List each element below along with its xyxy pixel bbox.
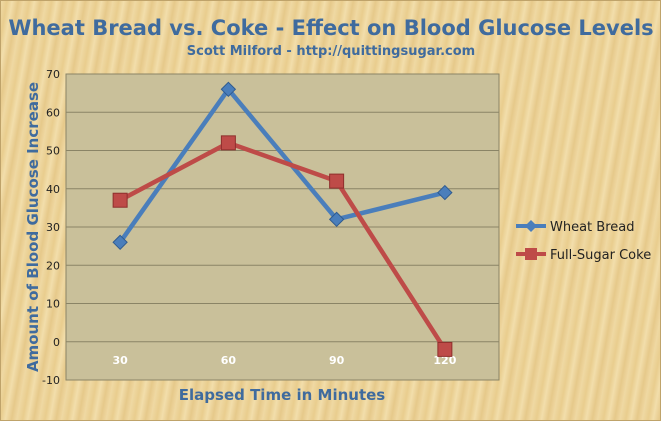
x-tick-label: 120 (433, 354, 456, 367)
data-point (112, 234, 128, 251)
chart-subtitle: Scott Milford - http://quittingsugar.com (187, 44, 475, 59)
legend-marker (525, 220, 537, 232)
y-tick-label: 30 (46, 221, 60, 234)
y-tick-label: 60 (46, 106, 60, 119)
data-point (328, 211, 345, 228)
y-tick-label: 40 (46, 183, 60, 196)
y-tick-label: 70 (46, 68, 60, 81)
data-point (220, 135, 236, 151)
legend-label: Wheat Bread (550, 220, 634, 235)
x-axis-ticks: 30 60 90 120 (112, 354, 456, 367)
y-tick-label: 10 (46, 298, 60, 311)
legend-marker (525, 248, 537, 260)
y-tick-label: 20 (46, 259, 60, 272)
legend-label: Full-Sugar Coke (550, 248, 651, 263)
y-tick-label: -10 (42, 374, 60, 387)
x-tick-label: 30 (112, 354, 128, 367)
y-tick-label: 0 (53, 336, 60, 349)
gridlines (66, 73, 499, 381)
x-axis-label: Elapsed Time in Minutes (179, 386, 386, 404)
x-tick-label: 90 (329, 354, 345, 367)
data-point (112, 192, 128, 208)
series-line (118, 87, 446, 244)
legend: Wheat Bread Full-Sugar Coke (516, 220, 651, 263)
data-point (220, 81, 237, 98)
y-axis-label: Amount of Blood Glucose Increase (24, 82, 42, 372)
y-axis-ticks: -10 0 10 20 30 40 50 60 70 (42, 68, 60, 387)
chart-title: Wheat Bread vs. Coke - Effect on Blood G… (8, 16, 653, 40)
x-tick-label: 60 (221, 354, 237, 367)
series-lines (118, 87, 447, 351)
series-markers (112, 81, 453, 357)
data-point (437, 184, 453, 201)
data-point (329, 173, 345, 189)
series-line (119, 140, 447, 351)
y-tick-label: 50 (46, 145, 60, 158)
data-point (437, 341, 453, 357)
